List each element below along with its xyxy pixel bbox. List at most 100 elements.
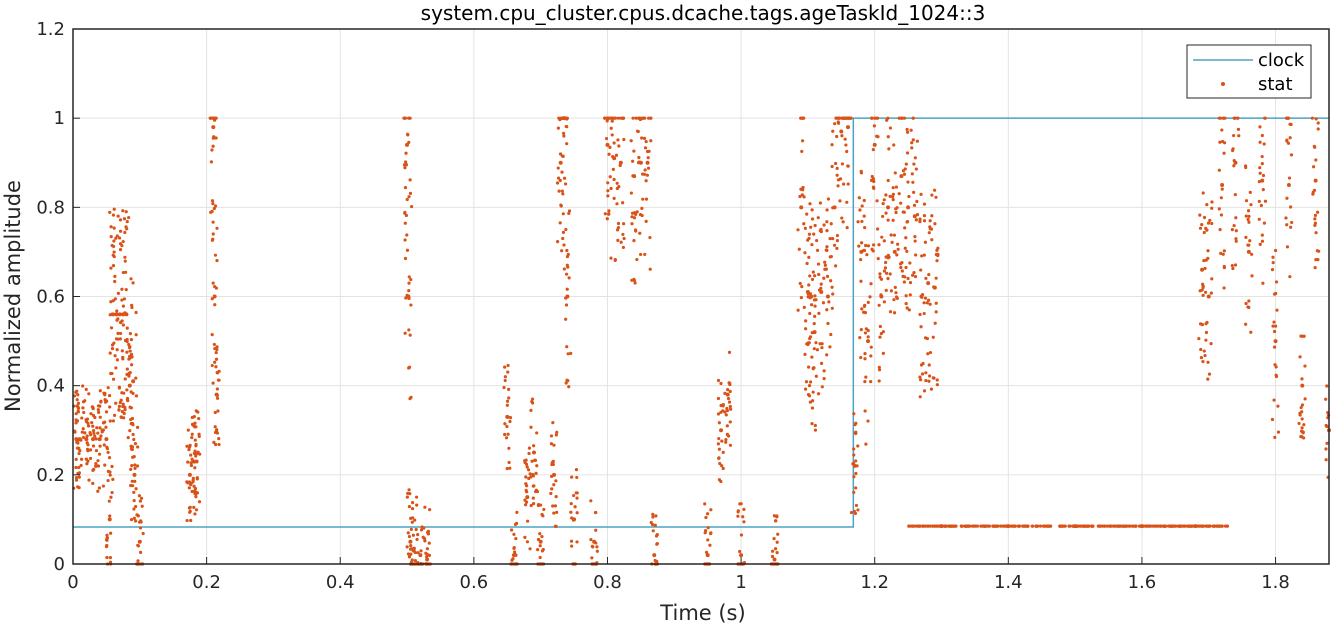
data-point-stat bbox=[1219, 213, 1224, 217]
data-point-stat bbox=[92, 431, 96, 435]
data-point-stat bbox=[77, 486, 81, 490]
data-point-stat bbox=[211, 281, 215, 285]
data-point-stat bbox=[407, 281, 411, 285]
data-point-stat bbox=[904, 162, 908, 166]
data-point-stat bbox=[872, 142, 877, 147]
data-point-stat bbox=[806, 295, 810, 299]
data-point-stat bbox=[130, 479, 134, 483]
data-point-stat bbox=[425, 530, 430, 535]
data-point-stat bbox=[935, 524, 940, 528]
y-tick-label: 1 bbox=[54, 108, 65, 129]
data-point-stat bbox=[506, 432, 510, 436]
data-point-stat bbox=[533, 458, 538, 462]
data-point-stat bbox=[631, 116, 635, 120]
data-point-stat bbox=[872, 186, 876, 190]
data-point-stat bbox=[1188, 524, 1193, 528]
data-point-stat bbox=[653, 523, 657, 527]
data-point-stat bbox=[646, 156, 650, 160]
data-point-stat bbox=[122, 297, 127, 301]
data-point-stat bbox=[912, 203, 917, 207]
data-point-stat bbox=[936, 246, 940, 250]
data-point-stat bbox=[529, 475, 533, 479]
data-point-stat bbox=[814, 374, 818, 378]
data-point-stat bbox=[849, 510, 854, 515]
data-point-stat bbox=[918, 220, 922, 224]
data-point-stat bbox=[1272, 345, 1277, 349]
data-point-stat bbox=[724, 440, 728, 444]
data-point-stat bbox=[104, 410, 109, 414]
data-point-stat bbox=[1297, 421, 1301, 426]
data-point-stat bbox=[856, 444, 860, 448]
y-tick-label: 0.6 bbox=[36, 287, 65, 308]
data-point-stat bbox=[191, 480, 195, 484]
data-point-stat bbox=[120, 244, 124, 248]
data-point-stat bbox=[1034, 524, 1039, 528]
data-point-stat bbox=[105, 543, 109, 548]
data-point-stat bbox=[934, 310, 938, 314]
data-point-stat bbox=[934, 195, 938, 199]
data-point-stat bbox=[724, 437, 728, 442]
data-point-stat bbox=[810, 243, 814, 247]
data-point-stat bbox=[919, 192, 923, 196]
data-point-stat bbox=[886, 205, 891, 210]
data-point-stat bbox=[536, 548, 540, 552]
data-point-stat bbox=[562, 243, 566, 247]
data-point-stat bbox=[915, 199, 919, 204]
data-point-stat bbox=[209, 116, 213, 120]
data-point-stat bbox=[1261, 173, 1266, 178]
data-point-stat bbox=[566, 379, 570, 383]
data-point-stat bbox=[822, 223, 826, 227]
data-point-stat bbox=[530, 459, 534, 463]
data-point-stat bbox=[1205, 320, 1209, 325]
data-point-stat bbox=[1207, 524, 1211, 528]
data-point-stat bbox=[1166, 524, 1171, 528]
data-point-stat bbox=[194, 508, 199, 512]
data-point-stat bbox=[562, 267, 566, 271]
data-point-stat bbox=[875, 134, 879, 138]
data-point-stat bbox=[414, 495, 419, 499]
data-point-stat bbox=[407, 289, 411, 293]
data-point-stat bbox=[407, 555, 412, 559]
data-point-stat bbox=[121, 323, 125, 327]
data-point-stat bbox=[136, 543, 140, 547]
data-point-stat bbox=[923, 336, 928, 340]
data-point-stat bbox=[920, 295, 924, 299]
data-point-stat bbox=[860, 219, 864, 224]
data-point-stat bbox=[503, 432, 507, 437]
data-point-stat bbox=[186, 428, 190, 432]
data-point-stat bbox=[107, 393, 112, 398]
data-point-stat bbox=[404, 213, 409, 218]
data-point-stat bbox=[953, 524, 957, 528]
data-point-stat bbox=[879, 277, 884, 281]
data-point-stat bbox=[910, 524, 915, 528]
data-point-stat bbox=[1217, 207, 1221, 211]
data-point-stat bbox=[1274, 280, 1279, 284]
data-point-stat bbox=[824, 267, 828, 271]
data-point-stat bbox=[616, 138, 620, 142]
data-point-stat bbox=[118, 331, 123, 336]
data-point-stat bbox=[1210, 277, 1214, 281]
data-point-stat bbox=[566, 352, 570, 356]
data-point-stat bbox=[797, 247, 801, 251]
x-tick-label: 0.6 bbox=[460, 572, 489, 593]
data-point-stat bbox=[75, 398, 79, 402]
data-point-stat bbox=[1222, 264, 1226, 269]
data-point-stat bbox=[772, 557, 777, 562]
data-point-stat bbox=[886, 178, 890, 183]
data-point-stat bbox=[108, 470, 112, 474]
data-point-stat bbox=[844, 116, 848, 120]
data-point-stat bbox=[1162, 524, 1167, 528]
data-point-stat bbox=[901, 274, 905, 278]
data-point-stat bbox=[502, 385, 506, 390]
data-point-stat bbox=[1206, 294, 1211, 299]
data-point-stat bbox=[194, 495, 198, 499]
data-point-stat bbox=[637, 155, 641, 160]
data-point-stat bbox=[122, 416, 126, 420]
data-point-stat bbox=[111, 299, 115, 303]
data-point-stat bbox=[1258, 140, 1262, 144]
data-point-stat bbox=[104, 437, 109, 442]
data-point-stat bbox=[1272, 320, 1276, 324]
data-point-stat bbox=[904, 302, 908, 306]
data-point-stat bbox=[1013, 524, 1017, 528]
data-point-stat bbox=[194, 444, 198, 448]
